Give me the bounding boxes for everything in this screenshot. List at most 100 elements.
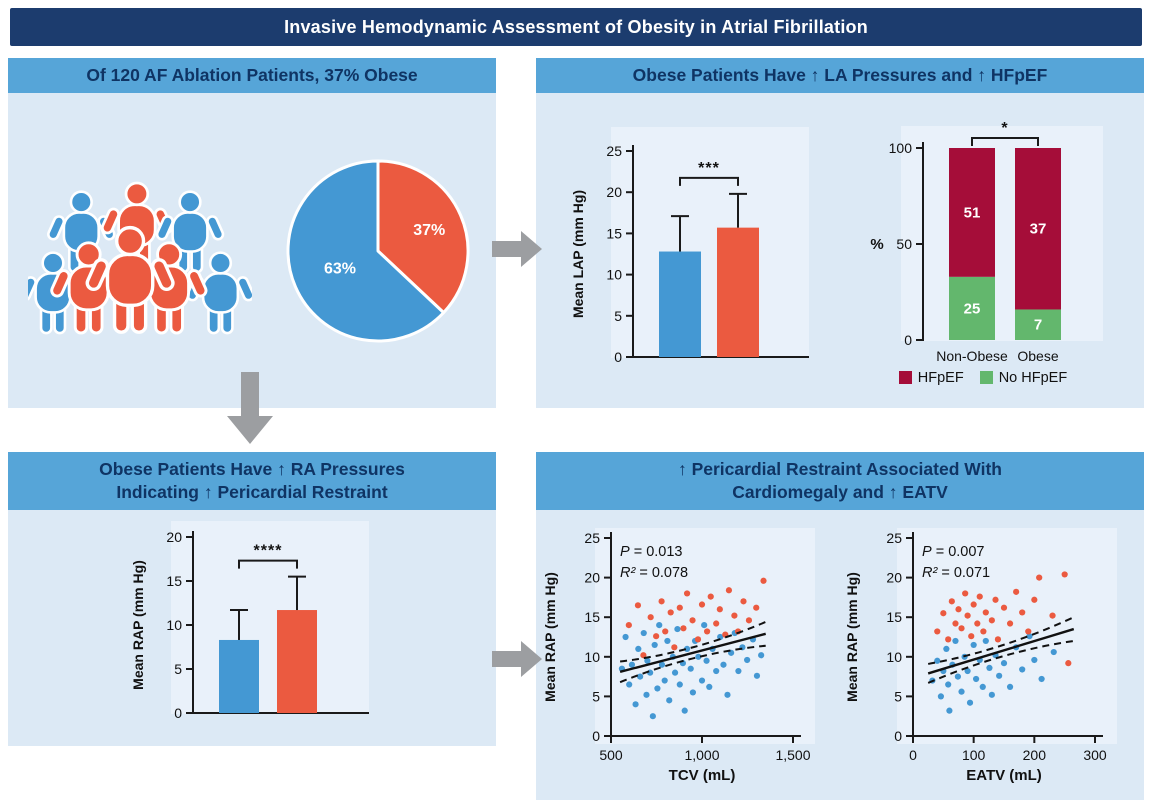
panel-la-pressures-header: Obese Patients Have ↑ LA Pressures and ↑… (536, 58, 1144, 94)
svg-text:37%: 37% (413, 221, 445, 238)
hfpef-legend-label: HFpEF (917, 369, 964, 386)
point-obese (667, 609, 674, 616)
point-non-obese (934, 657, 941, 664)
point-obese (658, 598, 665, 605)
svg-text:15: 15 (606, 225, 622, 241)
point-non-obese (632, 701, 639, 708)
panel-pericardial-restraint-body: 0 5 10 15 20 25 500 1,000 1,500 P = 0.013 R² = 0.0… (536, 510, 1144, 800)
point-obese (1031, 596, 1038, 603)
point-non-obese (644, 657, 651, 664)
point-obese (952, 620, 959, 627)
point-non-obese (982, 637, 989, 645)
rap_bar-svg: 0 5 10 15 20 **** Mean RAP (mm Hg) (130, 521, 369, 721)
arrow-right-icon (492, 639, 542, 679)
point-non-obese (937, 693, 945, 700)
svg-text:5: 5 (174, 661, 182, 677)
svg-text:500: 500 (599, 747, 623, 763)
legend-item-hfpef: HFpEF (898, 369, 964, 386)
no-hfpef-legend-label: No HFpEF (998, 369, 1068, 386)
svg-text:10: 10 (886, 649, 902, 665)
svg-text:7: 7 (1034, 316, 1042, 333)
svg-text:0: 0 (909, 747, 917, 763)
point-non-obese (681, 707, 688, 714)
point-non-obese (628, 661, 636, 668)
point-obese (968, 633, 975, 640)
point-obese (662, 628, 669, 635)
svg-text:25: 25 (584, 530, 600, 546)
point-non-obese (946, 707, 953, 714)
point-obese (689, 617, 696, 624)
point-obese (964, 612, 971, 619)
point-non-obese (735, 668, 742, 675)
obesity-pie-chart: 37% 63% (280, 153, 476, 349)
point-obese (1061, 571, 1068, 578)
svg-text:100: 100 (889, 140, 913, 156)
segment-no-hfpef (1015, 309, 1061, 340)
svg-text:*: * (1001, 120, 1008, 137)
point-non-obese (695, 653, 702, 660)
stat-annotation: P = 0.013 (620, 544, 682, 560)
point-non-obese (635, 645, 642, 653)
point-obese (945, 636, 952, 643)
svg-text:20: 20 (584, 570, 600, 586)
point-non-obese (651, 641, 658, 649)
tcv_scatter-svg: 0 5 10 15 20 25 500 1,000 1,500 P = 0.013 R² = 0.0… (542, 528, 815, 784)
point-non-obese (701, 622, 708, 629)
point-non-obese (1019, 666, 1026, 673)
panel-pericardial-restraint: ↑ Pericardial Restraint Associated With … (536, 452, 1144, 800)
segment-hfpef (1015, 147, 1061, 310)
point-non-obese (674, 626, 681, 633)
point-obese (625, 622, 632, 629)
point-obese (634, 602, 642, 609)
point-obese (1013, 588, 1020, 596)
svg-text:Non-Obese: Non-Obese (936, 348, 1008, 364)
point-obese (962, 590, 969, 597)
point-obese (698, 601, 706, 608)
point-obese (703, 628, 711, 635)
point-non-obese (1038, 675, 1045, 683)
point-obese (992, 596, 999, 603)
svg-text:1,000: 1,000 (684, 747, 719, 763)
svg-text:Mean RAP (mm Hg): Mean RAP (mm Hg) (844, 572, 860, 702)
point-obese (1025, 628, 1032, 635)
svg-text:1,500: 1,500 (775, 747, 810, 763)
eatv-scatter-chart: 0 5 10 15 20 25 0 100 200 300 P = 0.007 R² = 0.071 E… (843, 524, 1139, 786)
point-obese (982, 609, 989, 616)
point-obese (647, 614, 654, 621)
point-obese (676, 604, 683, 611)
point-non-obese (996, 672, 1003, 680)
stat-annotation: P = 0.007 (922, 544, 984, 560)
svg-text:20: 20 (606, 184, 622, 200)
svg-text:25: 25 (964, 300, 981, 317)
panel-la-pressures-body: 0 5 10 15 20 25 *** Mean LAP (mm Hg) 0 50 100 25 51… (536, 93, 1144, 408)
svg-text:25: 25 (606, 143, 622, 159)
point-non-obese (703, 657, 710, 664)
point-non-obese (643, 691, 650, 699)
svg-text:50: 50 (896, 236, 912, 252)
figure-title: Invasive Hemodynamic Assessment of Obesi… (284, 16, 868, 37)
point-obese (955, 606, 962, 613)
point-obese (680, 625, 687, 632)
point-non-obese (954, 673, 961, 680)
bar-obese (277, 610, 317, 714)
point-obese (1006, 620, 1014, 627)
svg-text:5: 5 (614, 307, 622, 323)
point-non-obese (945, 681, 952, 688)
point-obese (1000, 604, 1008, 611)
stat-annotation: R² = 0.078 (620, 565, 688, 581)
panel-cohort: Of 120 AF Ablation Patients, 37% Obese 3… (8, 58, 496, 408)
point-obese (640, 652, 647, 659)
point-obese (980, 628, 987, 635)
svg-text:10: 10 (166, 617, 182, 633)
svg-text:20: 20 (166, 529, 182, 545)
svg-text:Mean LAP (mm Hg): Mean LAP (mm Hg) (570, 190, 586, 318)
panel-cohort-body: 37% 63% (8, 93, 496, 408)
person-icon (85, 225, 175, 334)
svg-text:0: 0 (894, 728, 902, 744)
point-non-obese (1000, 660, 1008, 667)
point-non-obese (972, 675, 980, 683)
point-non-obese (658, 661, 666, 668)
panel-pericardial-restraint-header: ↑ Pericardial Restraint Associated With … (536, 452, 1144, 511)
point-obese (740, 598, 747, 605)
tcv-scatter-chart: 0 5 10 15 20 25 500 1,000 1,500 P = 0.013 R² = 0.0… (541, 524, 837, 786)
